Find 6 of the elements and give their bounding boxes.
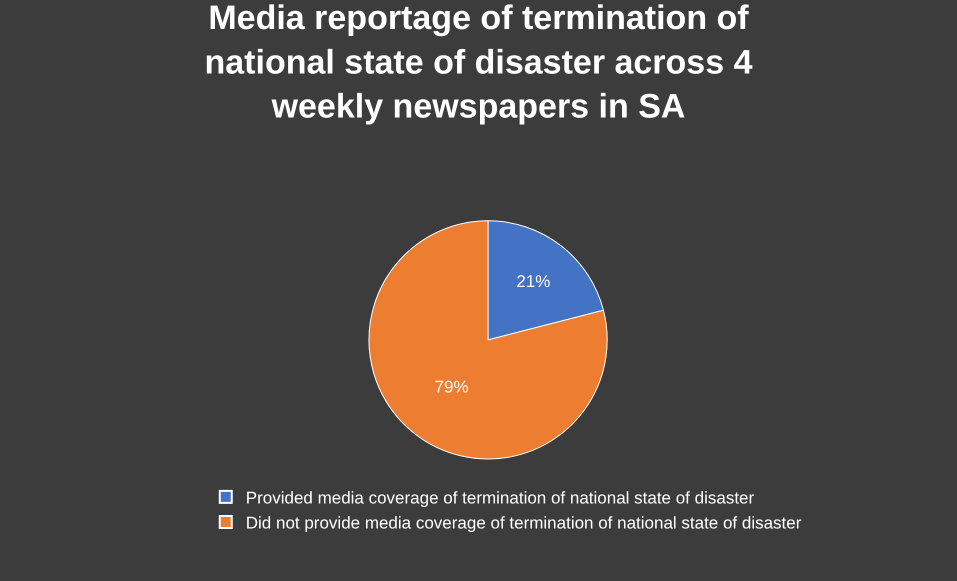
pie-slice [368, 220, 608, 460]
data-label: 21% [516, 272, 550, 292]
legend-label: Did not provide media coverage of termination of national state of disaster [246, 514, 802, 533]
chart-title: Media reportage of termination of national state of disaster across 4 weekly newspapers in SA [204, 0, 753, 126]
legend-label: Provided media coverage of termination of national state of disaster [246, 488, 754, 508]
data-label: 79% [434, 377, 469, 396]
